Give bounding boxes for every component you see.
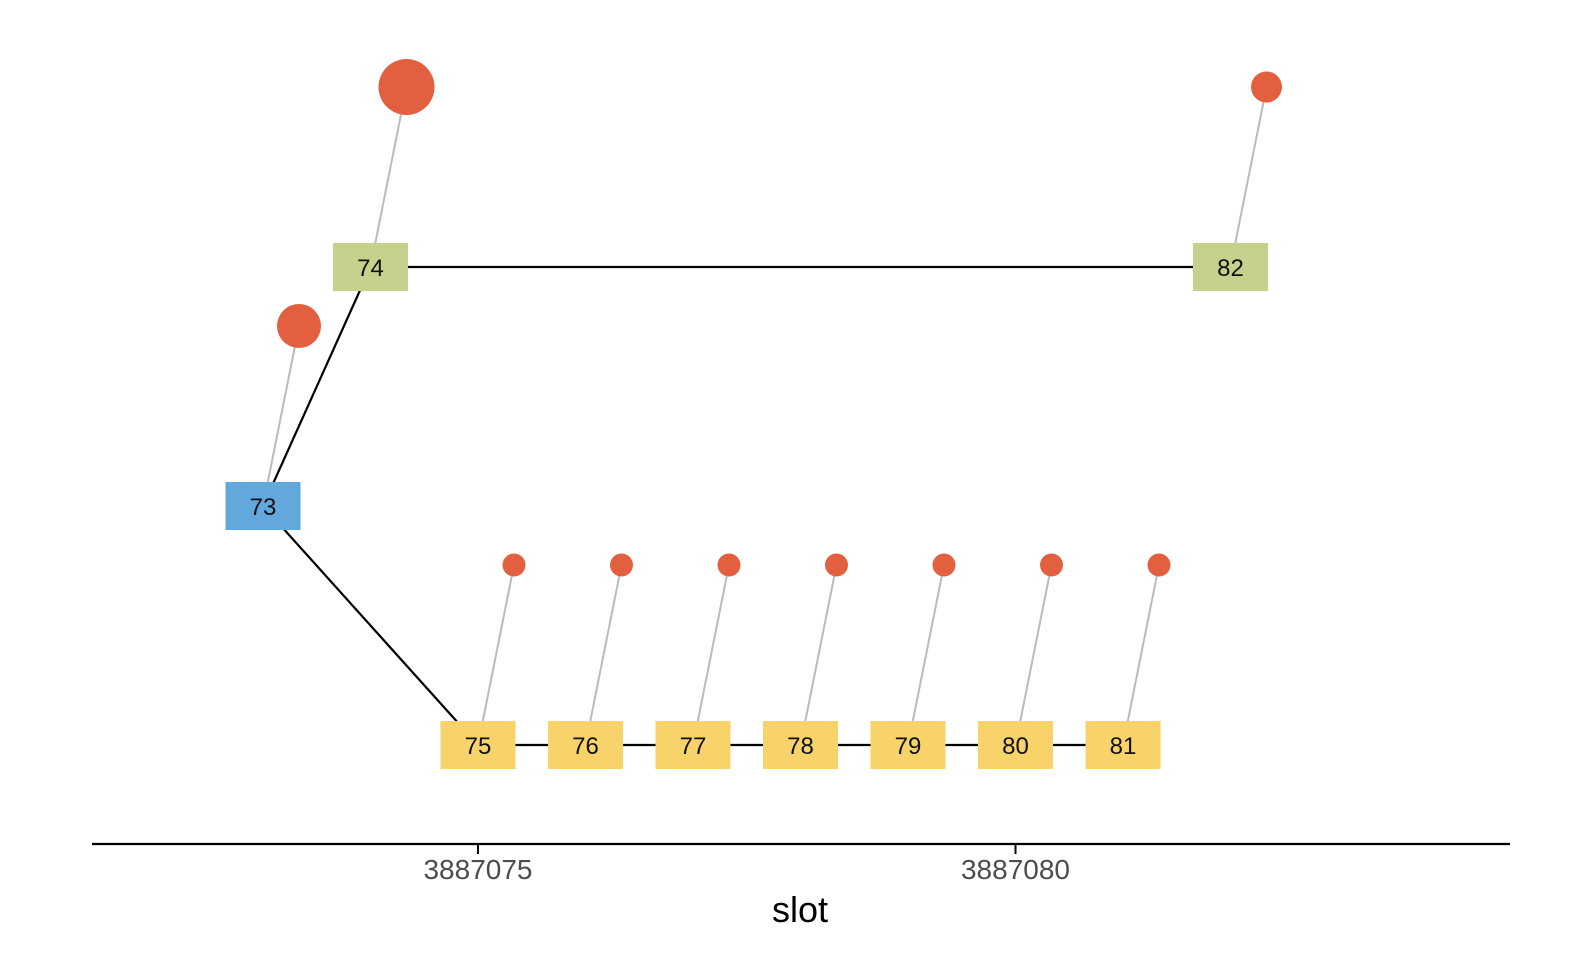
stem-80 — [1014, 564, 1053, 746]
node-label-75: 75 — [465, 733, 492, 760]
dot-79 — [932, 553, 956, 577]
node-label-73: 73 — [250, 494, 277, 521]
node-box-74 — [333, 243, 408, 291]
dot-80 — [1040, 553, 1063, 577]
edge-73-75 — [262, 505, 479, 746]
dot-76 — [610, 553, 633, 577]
node-label-77: 77 — [680, 733, 707, 760]
stem-73 — [262, 325, 300, 507]
edge-73-74 — [261, 266, 372, 507]
dot-75 — [502, 553, 526, 577]
node-box-75 — [440, 721, 516, 769]
node-box-77 — [655, 721, 731, 769]
stems-layer — [262, 86, 1268, 746]
stem-77 — [692, 564, 730, 746]
node-box-81 — [1085, 721, 1161, 769]
node-label-79: 79 — [895, 733, 922, 760]
x-axis-ticks: 3887075 3887080 — [423, 844, 1070, 885]
node-box-78 — [763, 721, 838, 769]
node-label-81: 81 — [1110, 733, 1137, 760]
x-axis: 3887075 3887080 slot — [92, 842, 1510, 930]
x-axis-title: slot — [772, 889, 828, 930]
dot-77 — [717, 553, 741, 577]
stem-79 — [907, 564, 945, 746]
node-78: 78 — [763, 721, 838, 769]
node-label-78: 78 — [787, 733, 814, 760]
node-label-76: 76 — [572, 733, 599, 760]
dot-74 — [378, 59, 435, 115]
dots-layer — [277, 59, 1282, 577]
dot-78 — [825, 553, 848, 577]
edges-layer — [261, 265, 1231, 747]
node-76: 76 — [548, 721, 623, 769]
node-box-73 — [225, 482, 301, 530]
stem-75 — [477, 564, 515, 746]
node-box-80 — [978, 721, 1053, 769]
node-79: 79 — [870, 721, 946, 769]
node-box-76 — [548, 721, 623, 769]
stem-74 — [369, 86, 408, 268]
node-81: 81 — [1085, 721, 1161, 769]
x-tick-label-3887080: 3887080 — [961, 854, 1070, 885]
node-box-82 — [1193, 243, 1268, 291]
node-77: 77 — [655, 721, 731, 769]
node-label-74: 74 — [357, 255, 384, 282]
node-80: 80 — [978, 721, 1053, 769]
node-label-80: 80 — [1002, 733, 1029, 760]
stem-81 — [1122, 564, 1160, 746]
node-box-79 — [870, 721, 946, 769]
node-82: 82 — [1193, 243, 1268, 291]
dot-81 — [1147, 553, 1171, 577]
x-tick-label-3887075: 3887075 — [423, 854, 532, 885]
stem-82 — [1229, 86, 1268, 268]
node-label-82: 82 — [1217, 255, 1244, 282]
nodes-layer: 73 74 82 75 76 77 78 79 80 81 — [225, 243, 1268, 769]
stem-78 — [799, 564, 838, 746]
stem-76 — [584, 564, 623, 746]
node-73: 73 — [225, 482, 301, 530]
node-75: 75 — [440, 721, 516, 769]
dot-73 — [277, 304, 321, 348]
dot-82 — [1251, 71, 1282, 103]
node-74: 74 — [333, 243, 408, 291]
